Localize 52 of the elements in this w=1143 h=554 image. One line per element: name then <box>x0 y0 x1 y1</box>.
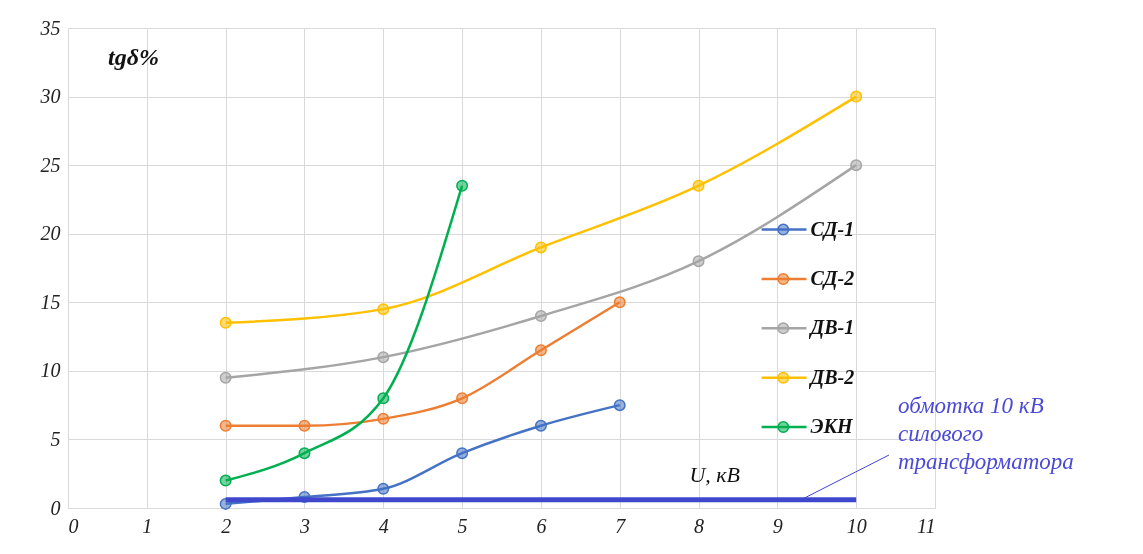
point <box>377 482 390 495</box>
y-tick-label: 0 <box>50 496 61 519</box>
point <box>534 344 547 357</box>
point <box>377 392 390 405</box>
point <box>219 419 232 432</box>
point <box>377 412 390 425</box>
point <box>219 371 232 384</box>
x-tick-label: 5 <box>457 514 468 537</box>
point <box>692 255 705 268</box>
y-tick-label: 20 <box>40 222 61 245</box>
point <box>613 296 626 309</box>
point <box>692 179 705 192</box>
point <box>613 399 626 412</box>
legend-label: СД-1 <box>810 217 855 241</box>
legend-label: ДВ-1 <box>808 316 855 340</box>
point <box>850 90 863 103</box>
y-axis-title: tgδ% <box>108 44 159 70</box>
x-axis-title: U, кВ <box>689 462 740 487</box>
x-tick-label: 9 <box>772 514 783 537</box>
x-tick-label: 8 <box>694 514 705 537</box>
y-tick-label: 35 <box>39 16 61 39</box>
legend-label: СД-2 <box>810 266 855 290</box>
point <box>534 419 547 432</box>
y-tick-label: 15 <box>40 290 61 313</box>
point <box>298 419 311 432</box>
y-tick-label: 30 <box>39 85 61 108</box>
x-tick-label: 6 <box>536 514 547 537</box>
legend-label: ДВ-2 <box>808 365 855 389</box>
y-tick-label: 5 <box>50 427 61 450</box>
x-tick-label: 11 <box>916 514 936 537</box>
x-tick-label: 3 <box>298 514 310 537</box>
legend-label: ЭКН <box>810 415 855 438</box>
annotation: обмотка 10 кВ силового трансформатора <box>898 392 1074 474</box>
point <box>456 447 469 460</box>
point <box>534 310 547 322</box>
point <box>534 241 547 254</box>
point <box>219 316 232 329</box>
point <box>850 159 863 172</box>
x-tick-label: 0 <box>68 514 79 537</box>
x-tick-label: 7 <box>615 514 627 537</box>
point <box>377 303 390 316</box>
point <box>456 392 469 405</box>
x-tick-label: 1 <box>142 514 153 537</box>
point <box>219 474 232 487</box>
x-tick-label: 10 <box>846 514 867 537</box>
y-tick-label: 10 <box>40 359 61 382</box>
x-tick-label: 4 <box>378 514 389 537</box>
y-tick-label: 25 <box>40 153 61 176</box>
x-tick-label: 2 <box>221 514 232 537</box>
point <box>298 447 311 460</box>
point <box>456 179 469 192</box>
point <box>377 351 390 364</box>
